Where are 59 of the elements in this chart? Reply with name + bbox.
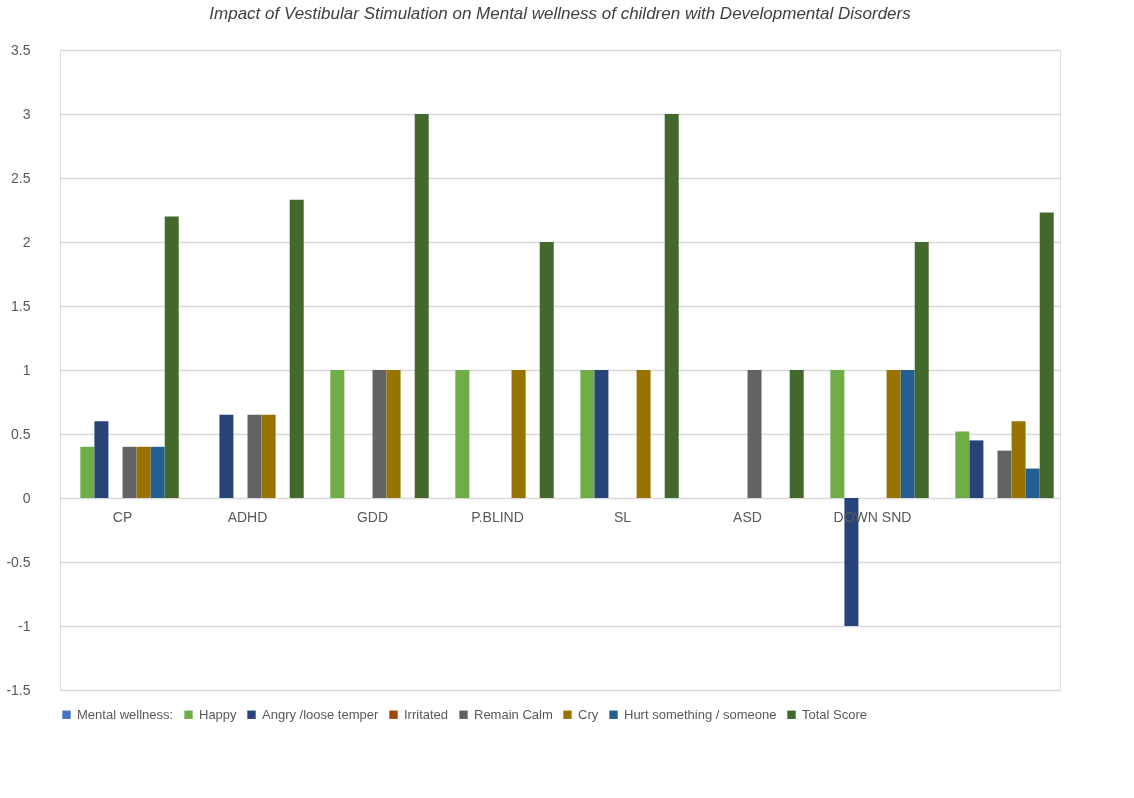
bar [664, 114, 679, 498]
legend-label: Remain Calm [474, 706, 553, 722]
bar [122, 446, 137, 498]
y-tick-label: 0.5 [11, 425, 31, 442]
bar [219, 414, 234, 498]
bar [1011, 421, 1026, 498]
x-tick-label: ASD [733, 508, 762, 525]
y-tick-label: 2 [22, 233, 31, 250]
bar [136, 446, 151, 498]
bar [539, 242, 554, 498]
bar [636, 370, 651, 498]
legend-label: Mental wellness: [77, 706, 174, 722]
y-tick-label: 0 [22, 489, 31, 506]
x-tick-label: CP [112, 508, 133, 525]
y-tick-label: 3 [22, 105, 31, 122]
bar [150, 446, 165, 498]
bar [261, 414, 276, 498]
y-tick-label: 3.5 [11, 41, 31, 58]
y-tick-label: 1.5 [11, 297, 31, 314]
x-tick-label: P.BLIND [471, 508, 524, 525]
bar [830, 370, 845, 498]
bar [789, 370, 804, 498]
legend-label: Angry /loose temper [262, 706, 379, 722]
bar [511, 370, 526, 498]
x-tick-label: GDD [356, 508, 389, 525]
legend-label: Irritated [404, 706, 449, 722]
bar [914, 242, 929, 498]
bar [289, 199, 304, 498]
bar [386, 370, 401, 498]
bar [330, 370, 345, 498]
bar [164, 216, 179, 498]
y-tick-label: -1.5 [6, 681, 31, 698]
bar [955, 431, 970, 498]
bar [1039, 212, 1054, 498]
y-tick-label: 1 [22, 361, 31, 378]
y-tick-label: -1 [18, 617, 31, 634]
bar [594, 370, 609, 498]
bar [969, 440, 984, 498]
x-tick-label: SL [613, 508, 632, 525]
bar [372, 370, 387, 498]
legend-label: Cry [578, 706, 599, 722]
bar [997, 450, 1012, 498]
bar [886, 370, 901, 498]
bar [414, 114, 429, 498]
x-tick-label: ADHD [227, 508, 268, 525]
legend-label: Hurt something / someone [624, 706, 777, 722]
bar [747, 370, 762, 498]
bar [1025, 468, 1040, 498]
bar [580, 370, 595, 498]
chart-title: Impact of Vestibular Stimulation on Mental wellness of children with Developmental Disorders [209, 4, 912, 23]
legend-label: Total Score [802, 706, 868, 722]
bar [94, 421, 109, 498]
bar [247, 414, 262, 498]
bar [900, 370, 915, 498]
legend-label: Happy [199, 706, 238, 722]
y-tick-label: 2.5 [11, 169, 31, 186]
y-tick-label: -0.5 [6, 553, 31, 570]
bar [80, 446, 95, 498]
bar [455, 370, 470, 498]
